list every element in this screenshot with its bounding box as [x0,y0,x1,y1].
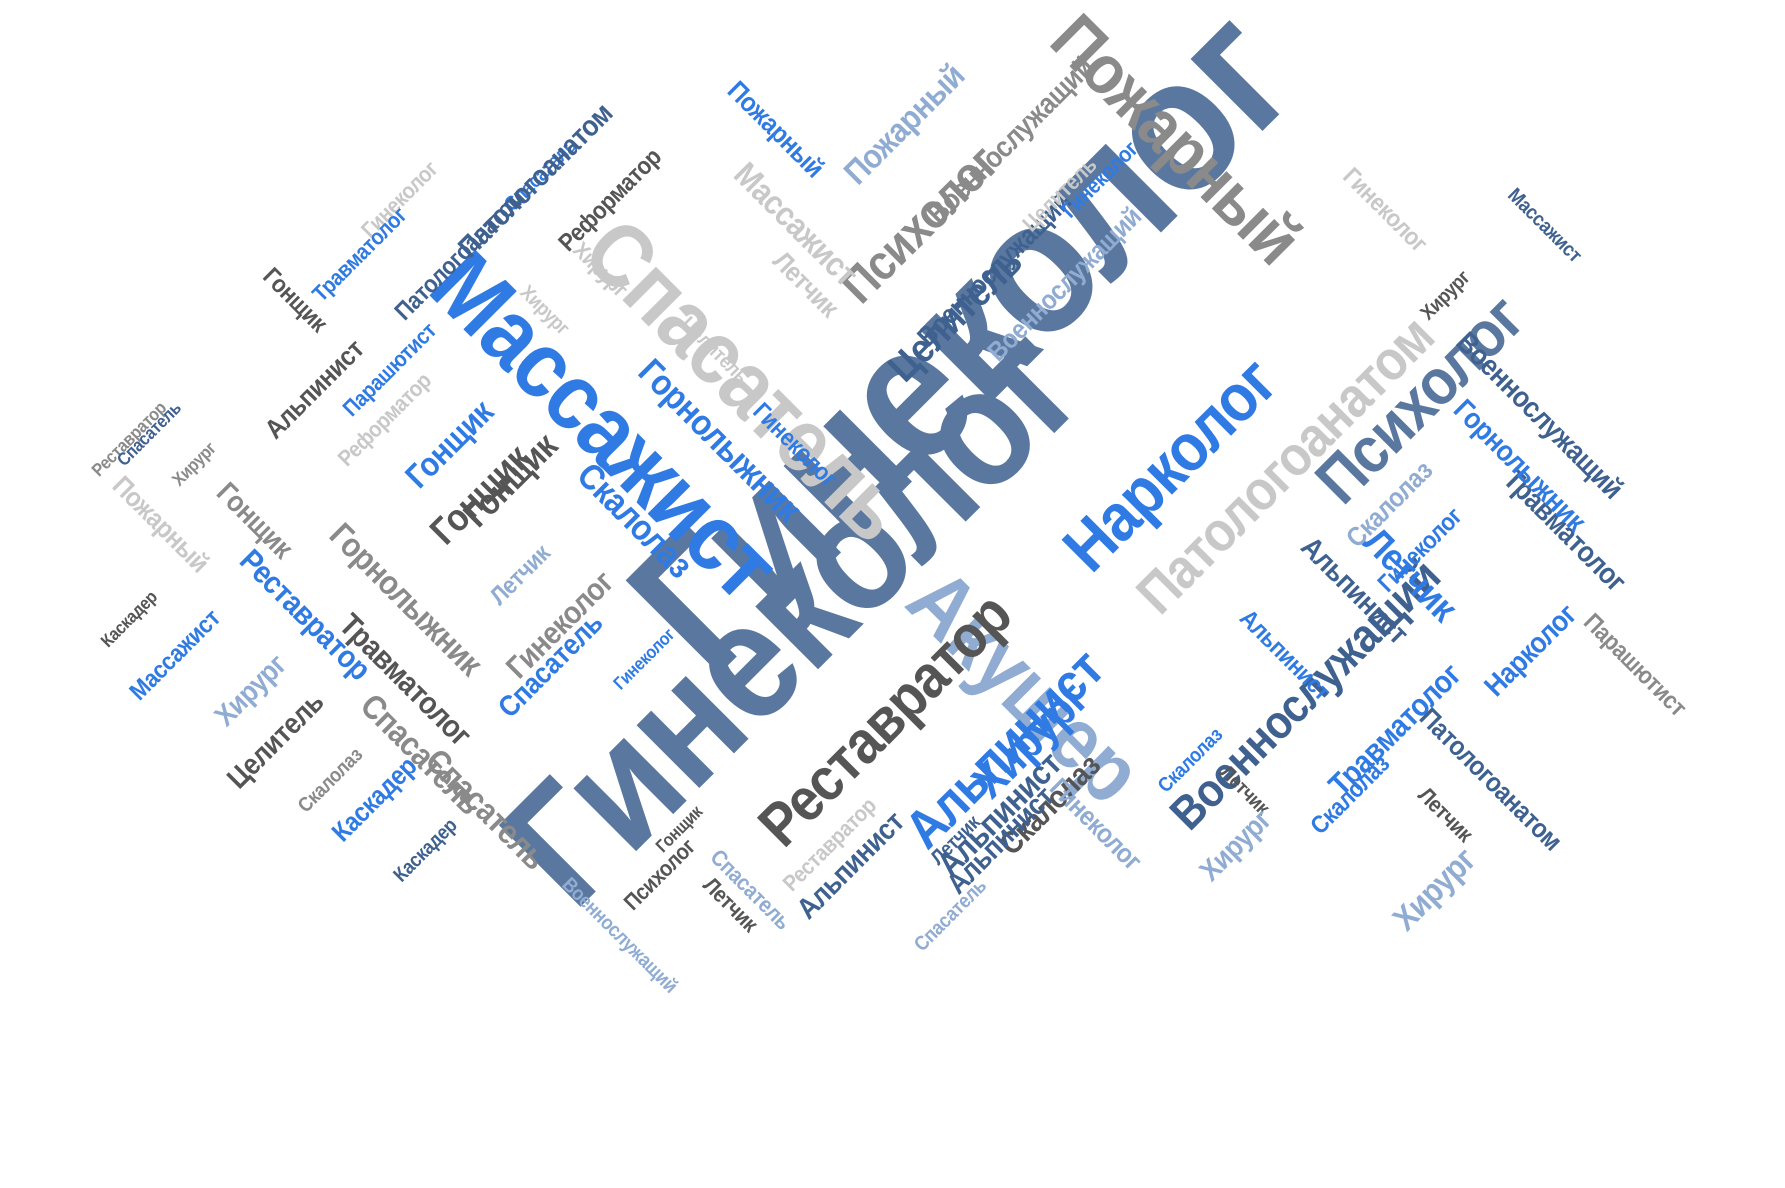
cloud-word: Хирург [1386,841,1483,938]
cloud-word: Хирург [169,439,221,491]
cloud-word: Летчик [1412,782,1478,848]
cloud-word: Каскадер [388,813,462,887]
cloud-word: Травматолог [308,203,412,307]
cloud-word: Нарколог [1477,597,1583,703]
cloud-word: Массажист [1503,183,1587,267]
cloud-word: Парашютист [1578,607,1693,722]
cloud-word: Каскадер [97,587,162,652]
cloud-word: Патологоанатом [1413,702,1568,857]
cloud-word: Пожарный [721,75,830,184]
cloud-word: Гинеколог [1337,161,1434,258]
cloud-word: Летчик [483,538,556,611]
cloud-word: Пожарный [106,470,215,579]
